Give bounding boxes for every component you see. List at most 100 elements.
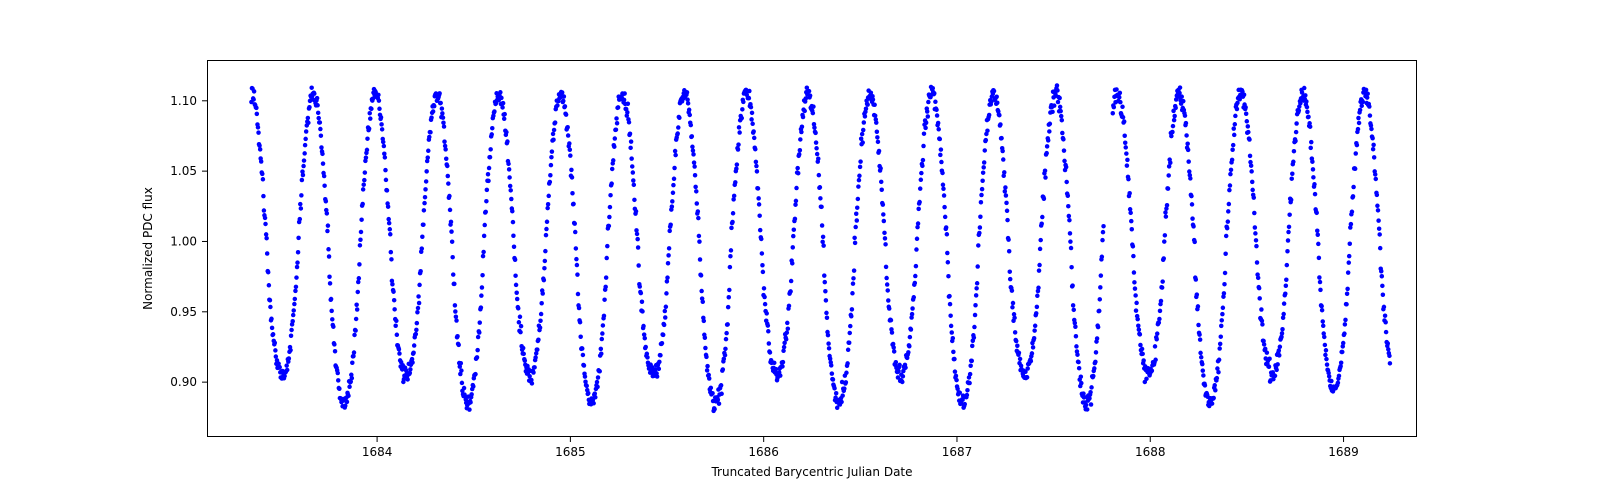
data-point xyxy=(1134,301,1139,306)
data-point xyxy=(750,111,755,116)
data-point xyxy=(1380,284,1385,289)
data-point xyxy=(266,270,271,275)
data-point xyxy=(1294,121,1299,126)
data-point xyxy=(510,209,515,214)
data-point xyxy=(951,336,956,341)
data-point xyxy=(1072,308,1077,313)
data-point xyxy=(521,346,526,351)
data-point xyxy=(578,335,583,340)
data-point xyxy=(1196,304,1201,309)
data-point xyxy=(1059,114,1064,119)
data-point xyxy=(507,167,512,172)
data-point xyxy=(1098,285,1103,290)
data-point xyxy=(789,279,794,284)
data-point xyxy=(1064,165,1069,170)
data-point xyxy=(1287,225,1292,230)
data-point xyxy=(358,243,363,248)
data-point xyxy=(489,132,494,137)
data-point xyxy=(900,380,905,385)
data-point xyxy=(1178,85,1183,90)
data-point xyxy=(1058,105,1063,110)
data-point xyxy=(798,148,803,153)
data-point xyxy=(890,330,895,335)
data-point xyxy=(919,171,924,176)
data-point xyxy=(1319,304,1324,309)
data-point xyxy=(622,98,627,103)
data-point xyxy=(1280,331,1285,336)
data-point xyxy=(1252,195,1257,200)
data-point xyxy=(732,194,737,199)
data-point xyxy=(918,186,923,191)
data-point xyxy=(1308,146,1313,151)
data-point xyxy=(797,152,802,157)
data-point xyxy=(536,338,541,343)
data-point xyxy=(629,156,634,161)
data-point xyxy=(263,222,268,227)
data-point xyxy=(1211,396,1216,401)
data-point xyxy=(530,381,535,386)
data-point xyxy=(968,363,973,368)
data-point xyxy=(1375,193,1380,198)
data-point xyxy=(1032,328,1037,333)
data-point xyxy=(881,212,886,217)
data-point xyxy=(781,360,786,365)
data-point xyxy=(480,273,485,278)
data-point xyxy=(513,258,518,263)
data-point xyxy=(417,301,422,306)
data-point xyxy=(1159,299,1164,304)
data-point xyxy=(326,223,331,228)
data-point xyxy=(486,172,491,177)
data-point xyxy=(862,120,867,125)
data-point xyxy=(1369,127,1374,132)
data-point xyxy=(635,232,640,237)
data-point xyxy=(661,333,666,338)
data-point xyxy=(848,324,853,329)
data-point xyxy=(312,91,317,96)
data-point xyxy=(784,337,789,342)
data-point xyxy=(1284,277,1289,282)
data-point xyxy=(422,208,427,213)
data-point xyxy=(511,220,516,225)
data-point xyxy=(301,173,306,178)
data-point xyxy=(1289,176,1294,181)
data-point xyxy=(1199,355,1204,360)
data-point xyxy=(1172,118,1177,123)
data-point xyxy=(337,387,342,392)
data-point xyxy=(484,199,489,204)
data-point xyxy=(1150,369,1155,374)
data-point xyxy=(1006,237,1011,242)
data-point xyxy=(719,383,724,388)
data-point xyxy=(1094,350,1099,355)
data-point xyxy=(563,104,568,109)
data-point xyxy=(1010,305,1015,310)
data-point xyxy=(936,127,941,132)
data-point xyxy=(357,262,362,267)
data-point xyxy=(345,400,350,405)
data-point xyxy=(453,303,458,308)
data-point xyxy=(1220,312,1225,317)
data-point xyxy=(1157,320,1162,325)
data-point xyxy=(931,86,936,91)
data-point xyxy=(817,173,822,178)
data-point xyxy=(604,275,609,280)
data-point xyxy=(975,281,980,286)
data-point xyxy=(1343,318,1348,323)
data-point xyxy=(794,199,799,204)
data-point xyxy=(794,186,799,191)
data-point xyxy=(662,323,667,328)
data-point xyxy=(597,369,602,374)
data-point xyxy=(431,109,436,114)
data-point xyxy=(1138,332,1143,337)
data-point xyxy=(546,194,551,199)
data-point xyxy=(1376,218,1381,223)
data-point xyxy=(570,191,575,196)
data-point xyxy=(729,226,734,231)
data-point xyxy=(548,180,553,185)
data-point xyxy=(298,202,303,207)
data-point xyxy=(1281,312,1286,317)
data-point xyxy=(614,127,619,132)
data-point xyxy=(757,213,762,218)
data-point xyxy=(673,153,678,158)
data-point xyxy=(1198,337,1203,342)
data-point xyxy=(448,208,453,213)
